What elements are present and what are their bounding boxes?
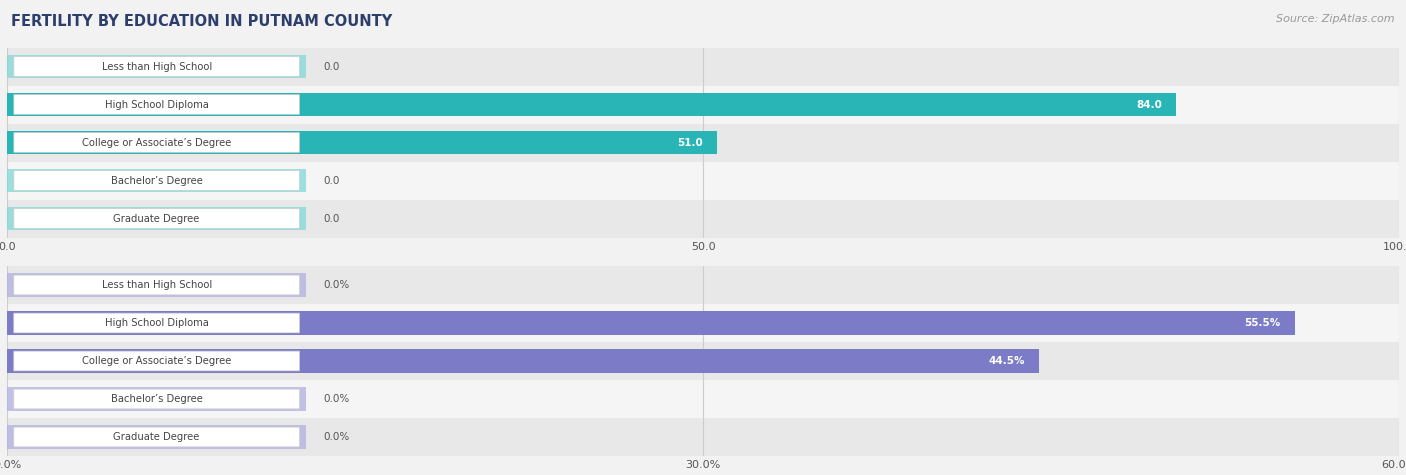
Text: 84.0: 84.0 [1136, 99, 1163, 110]
Text: Less than High School: Less than High School [101, 280, 212, 290]
Text: College or Associate’s Degree: College or Associate’s Degree [82, 356, 232, 366]
Text: College or Associate’s Degree: College or Associate’s Degree [82, 137, 232, 148]
FancyBboxPatch shape [14, 427, 299, 447]
Text: Less than High School: Less than High School [101, 61, 212, 72]
Bar [7, 93, 1177, 116]
Bar [7, 200, 1399, 238]
FancyBboxPatch shape [14, 389, 299, 409]
FancyBboxPatch shape [14, 133, 299, 152]
Text: 0.0%: 0.0% [323, 432, 349, 442]
Text: High School Diploma: High School Diploma [104, 99, 208, 110]
Text: 0.0: 0.0 [323, 213, 339, 224]
Bar [7, 124, 1399, 162]
Bar [7, 349, 1039, 373]
Bar [7, 131, 307, 154]
Bar [7, 162, 1399, 199]
FancyBboxPatch shape [14, 313, 299, 333]
Text: Graduate Degree: Graduate Degree [114, 213, 200, 224]
FancyBboxPatch shape [14, 351, 299, 371]
Bar [7, 48, 1399, 86]
Text: 0.0%: 0.0% [323, 394, 349, 404]
Bar [7, 86, 1399, 124]
FancyBboxPatch shape [14, 275, 299, 295]
Text: 51.0: 51.0 [678, 137, 703, 148]
FancyBboxPatch shape [14, 95, 299, 114]
Bar [7, 266, 1399, 304]
Text: 0.0%: 0.0% [323, 280, 349, 290]
Text: Graduate Degree: Graduate Degree [114, 432, 200, 442]
Bar [7, 418, 1399, 456]
Bar [7, 93, 307, 116]
Text: 0.0: 0.0 [323, 61, 339, 72]
Bar [7, 55, 307, 78]
Text: FERTILITY BY EDUCATION IN PUTNAM COUNTY: FERTILITY BY EDUCATION IN PUTNAM COUNTY [11, 14, 392, 29]
Bar [7, 425, 307, 449]
Text: 0.0: 0.0 [323, 175, 339, 186]
Bar [7, 342, 1399, 380]
Bar [7, 349, 307, 373]
Bar [7, 380, 1399, 418]
Text: Bachelor’s Degree: Bachelor’s Degree [111, 175, 202, 186]
Bar [7, 311, 307, 335]
Bar [7, 131, 717, 154]
FancyBboxPatch shape [14, 209, 299, 228]
Text: High School Diploma: High School Diploma [104, 318, 208, 328]
Bar [7, 304, 1399, 342]
Bar [7, 311, 1295, 335]
FancyBboxPatch shape [14, 57, 299, 76]
Bar [7, 207, 307, 230]
FancyBboxPatch shape [14, 171, 299, 190]
Text: 44.5%: 44.5% [988, 356, 1025, 366]
Text: Source: ZipAtlas.com: Source: ZipAtlas.com [1277, 14, 1395, 24]
Bar [7, 273, 307, 297]
Bar [7, 387, 307, 411]
Text: 55.5%: 55.5% [1244, 318, 1281, 328]
Text: Bachelor’s Degree: Bachelor’s Degree [111, 394, 202, 404]
Bar [7, 169, 307, 192]
